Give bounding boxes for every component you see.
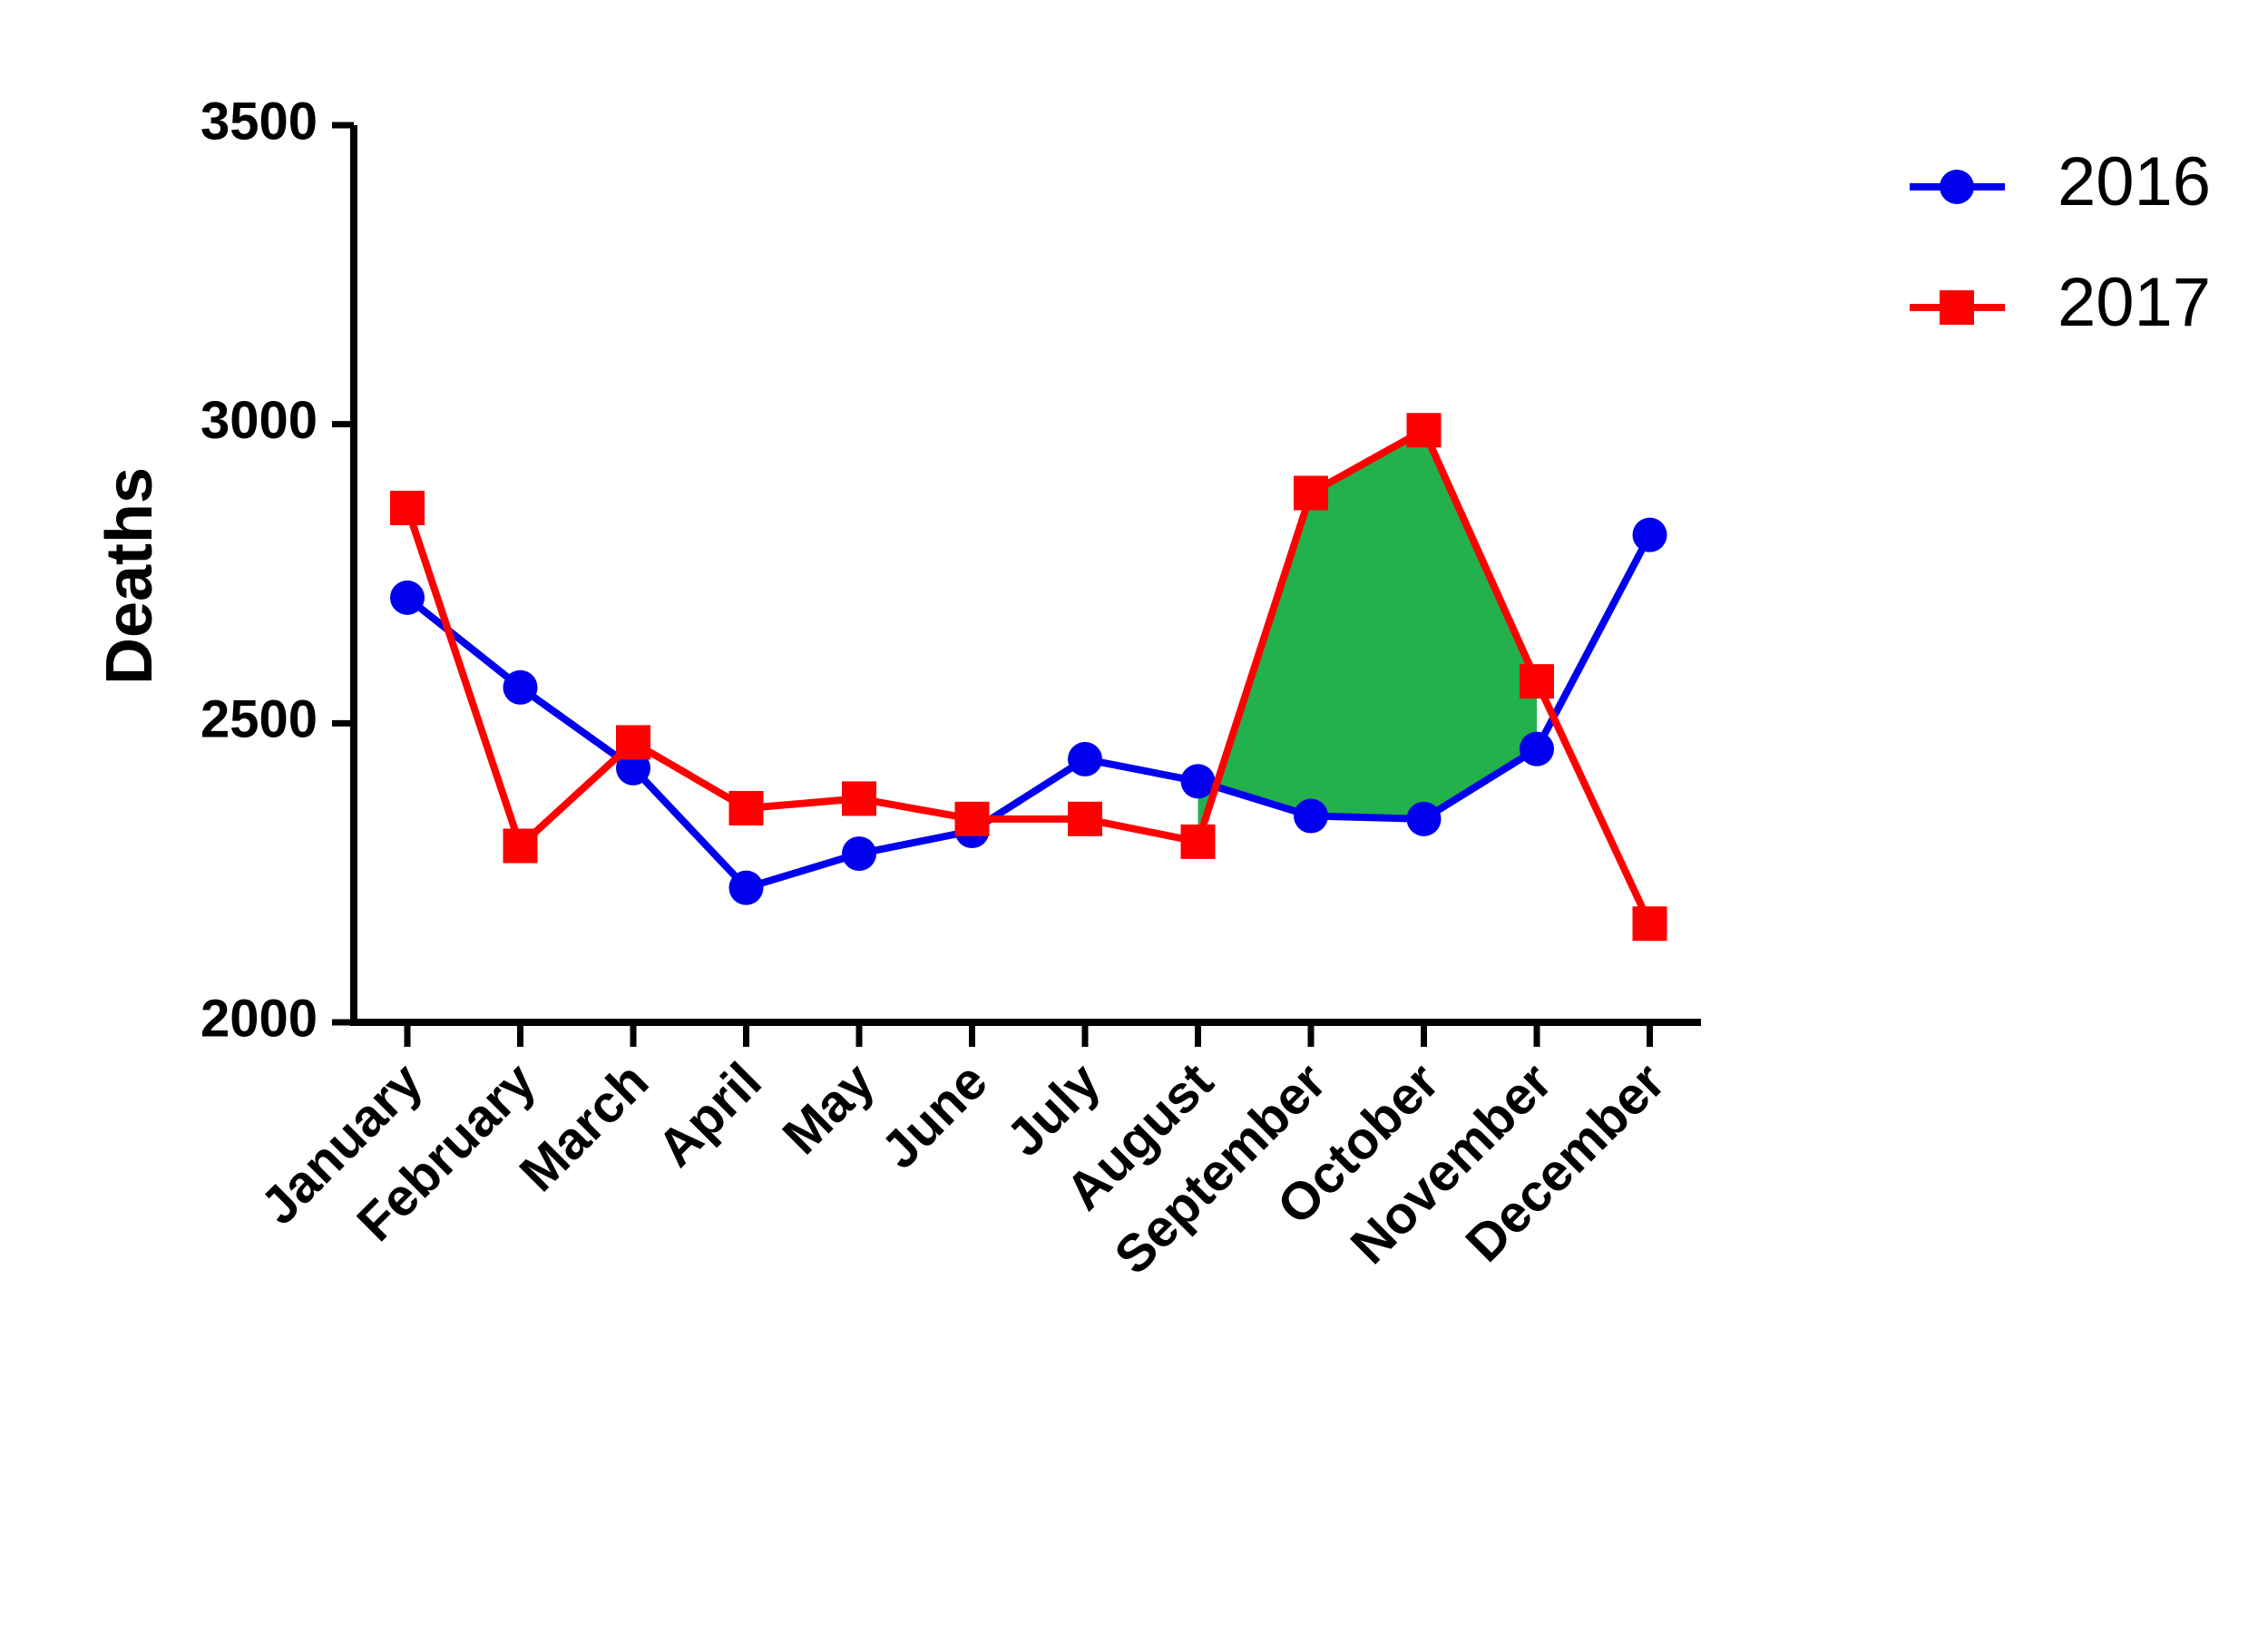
data-point-2017 [954, 801, 990, 836]
data-point-2017 [390, 490, 425, 525]
data-point-2017 [1406, 413, 1442, 448]
data-point-2017 [1520, 664, 1554, 699]
y-tick-label: 3000 [200, 391, 318, 450]
legend: 2016 2017 [1910, 143, 2211, 341]
data-point-2016 [1068, 741, 1102, 776]
data-point-2017 [616, 725, 650, 760]
legend-marker [1940, 290, 1974, 325]
x-ticks: JanuaryFebruaryMarchAprilMayJuneJulyAugu… [249, 1022, 1677, 1285]
data-point-2017 [1632, 906, 1667, 942]
series-line-2017 [404, 426, 1654, 925]
data-point-2017 [728, 790, 764, 825]
data-point-2016 [1294, 798, 1328, 834]
data-point-2017 [503, 828, 538, 864]
series-2016 [390, 517, 1667, 905]
legend-label: 2017 [2058, 264, 2211, 341]
legend-item-2017: 2017 [1910, 264, 2211, 341]
data-point-2016 [842, 836, 876, 872]
series-layer [390, 413, 1667, 942]
legend-item-2016: 2016 [1910, 143, 2211, 220]
series-2017 [390, 413, 1667, 942]
data-point-2017 [842, 781, 876, 816]
data-point-2016 [390, 580, 425, 615]
y-tick-label: 2000 [200, 989, 318, 1048]
x-tick-label: June [870, 1051, 999, 1180]
y-tick-label: 2500 [200, 690, 318, 749]
x-tick-label: May [771, 1051, 885, 1166]
data-point-2016 [503, 669, 538, 705]
data-point-2016 [728, 870, 764, 905]
legend-marker [1940, 170, 1974, 204]
x-tick-label: April [646, 1051, 772, 1177]
highlight-layer [1198, 430, 1537, 842]
y-axis-title: Deaths [93, 467, 166, 685]
x-tick-label: March [508, 1051, 660, 1203]
data-point-2017 [1180, 824, 1216, 859]
data-point-2017 [1294, 475, 1328, 511]
data-point-2016 [1406, 801, 1442, 836]
series-line-2016 [405, 532, 1654, 892]
y-tick-label: 3500 [200, 92, 318, 151]
axes [350, 125, 1701, 1026]
data-point-2016 [1520, 731, 1554, 767]
data-point-2017 [1068, 801, 1102, 836]
data-point-2016 [1632, 517, 1667, 552]
legend-label: 2016 [2058, 143, 2211, 220]
highlight-area [1198, 430, 1537, 842]
y-ticks: 2000 2500 3000 3500 [200, 92, 354, 1048]
data-point-2016 [1180, 764, 1216, 799]
